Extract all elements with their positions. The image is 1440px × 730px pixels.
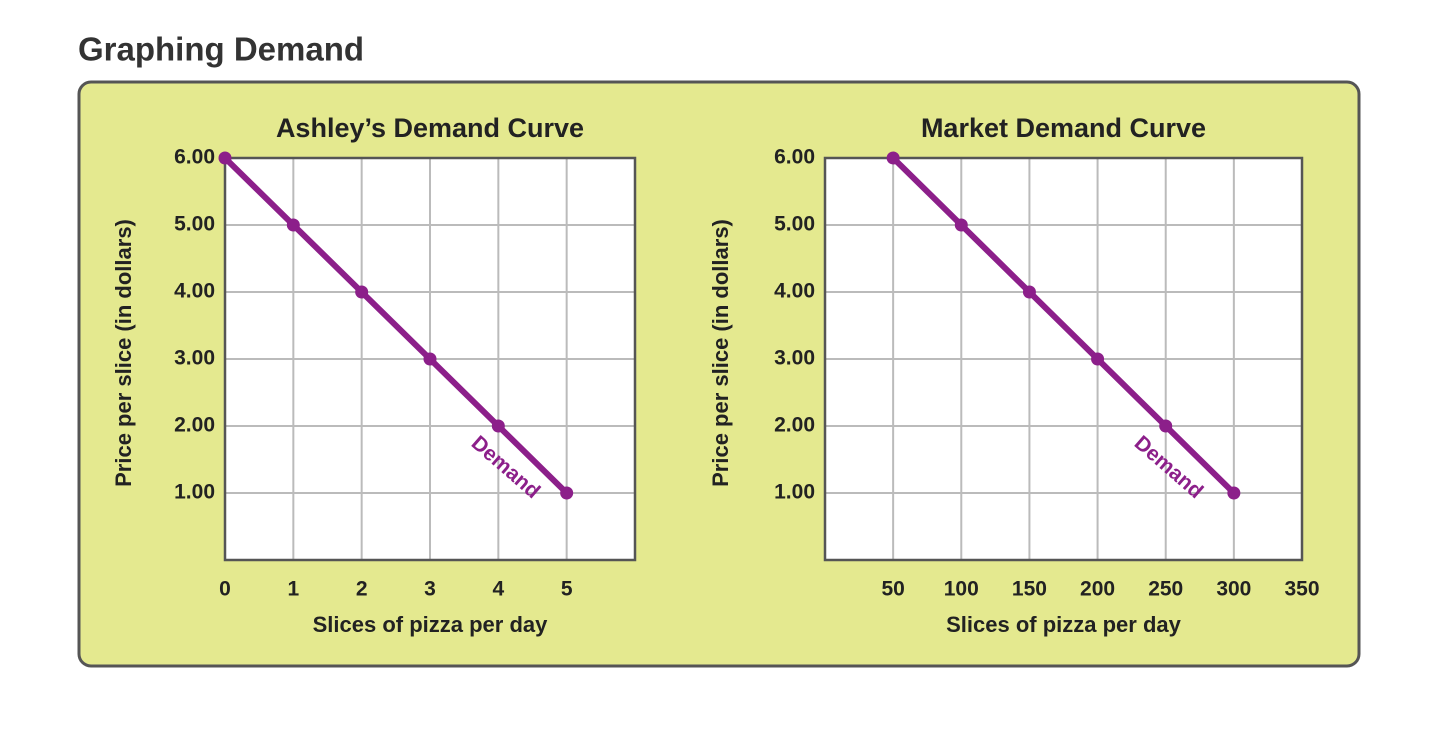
- data-point: [1159, 419, 1173, 433]
- data-point: [423, 352, 437, 366]
- x-tick-label: 100: [944, 578, 979, 601]
- data-point: [560, 486, 574, 500]
- data-point: [286, 218, 300, 232]
- data-point: [886, 151, 900, 165]
- y-tick-label: 3.00: [774, 347, 815, 370]
- x-tick-label: 50: [881, 578, 904, 601]
- y-tick-label: 2.00: [174, 414, 215, 437]
- x-axis-title: Slices of pizza per day: [313, 612, 549, 637]
- demand-line: [891, 155, 1236, 496]
- x-tick-label: 200: [1080, 578, 1115, 601]
- data-point: [491, 419, 505, 433]
- plot-border: [223, 156, 637, 562]
- y-tick-label: 4.00: [774, 280, 815, 303]
- data-point: [355, 285, 369, 299]
- plot-border: [823, 156, 1304, 562]
- x-tick-label: 350: [1284, 578, 1319, 601]
- x-tick-label: 2: [356, 578, 368, 601]
- y-axis-title: Price per slice (in dollars): [708, 219, 733, 487]
- x-tick-label: 250: [1148, 578, 1183, 601]
- demand-line: [222, 155, 569, 496]
- data-point: [1091, 352, 1105, 366]
- x-tick-label: 0: [219, 578, 231, 601]
- y-tick-label: 4.00: [174, 280, 215, 303]
- x-tick-label: 5: [561, 578, 573, 601]
- y-tick-label: 6.00: [774, 146, 815, 169]
- data-point: [1227, 486, 1241, 500]
- data-point: [954, 218, 968, 232]
- data-point: [1022, 285, 1036, 299]
- y-tick-label: 5.00: [774, 213, 815, 236]
- data-point: [218, 151, 232, 165]
- x-tick-label: 150: [1012, 578, 1047, 601]
- x-tick-label: 300: [1216, 578, 1251, 601]
- x-tick-label: 4: [492, 578, 504, 601]
- y-tick-label: 3.00: [174, 347, 215, 370]
- page-title: Graphing Demand: [78, 31, 364, 68]
- y-tick-label: 6.00: [174, 146, 215, 169]
- chart-title: Market Demand Curve: [921, 113, 1206, 143]
- y-axis-title: Price per slice (in dollars): [111, 219, 136, 487]
- x-tick-label: 3: [424, 578, 436, 601]
- y-tick-label: 1.00: [174, 481, 215, 504]
- y-tick-label: 5.00: [174, 213, 215, 236]
- x-tick-label: 1: [287, 578, 299, 601]
- chart-title: Ashley’s Demand Curve: [276, 113, 584, 143]
- y-tick-label: 2.00: [774, 414, 815, 437]
- x-axis-title: Slices of pizza per day: [946, 612, 1182, 637]
- y-tick-label: 1.00: [774, 481, 815, 504]
